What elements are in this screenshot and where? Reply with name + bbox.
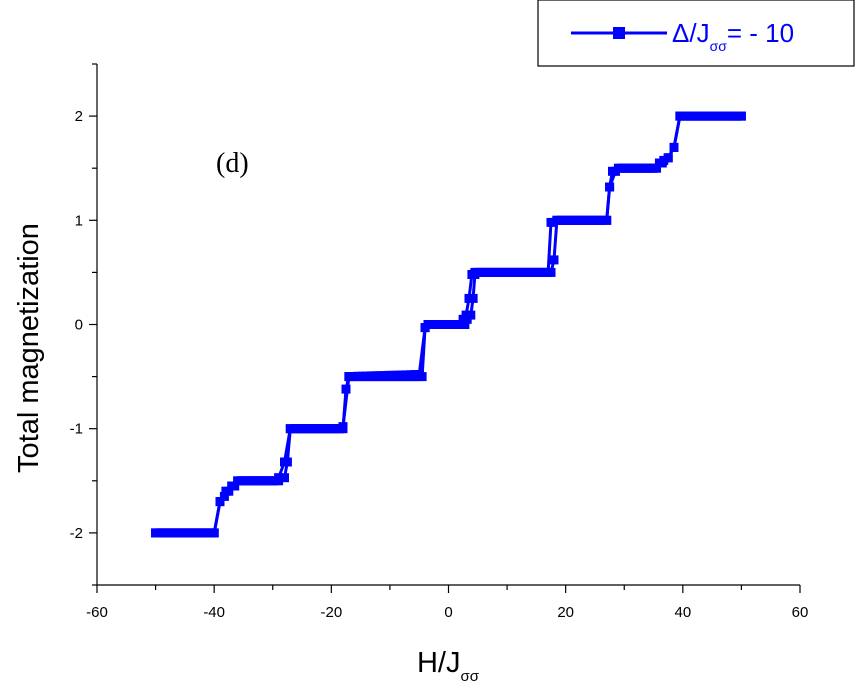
data-point (240, 476, 250, 486)
data-point (608, 166, 617, 176)
data-point (613, 163, 623, 173)
data-point (259, 476, 268, 486)
data-point (566, 215, 575, 225)
data-point (326, 424, 336, 434)
data-point (290, 424, 300, 434)
legend-label-suffix: = - 10 (727, 18, 794, 48)
data-point (460, 320, 470, 329)
data-point (669, 142, 679, 152)
data-point (308, 424, 318, 434)
y-axis-title: Total magnetization (13, 223, 45, 473)
data-point (215, 497, 225, 507)
y-tick-label: 0 (75, 317, 83, 334)
y-tick-label: 1 (75, 212, 83, 229)
data-point (245, 476, 255, 486)
data-point (285, 424, 295, 434)
x-tick-label: 60 (792, 604, 809, 621)
data-point (151, 528, 161, 538)
y-tick-label: -1 (70, 421, 83, 438)
data-point (467, 270, 477, 279)
data-point (654, 158, 664, 168)
x-axis-title: H/Jσσ (417, 647, 480, 685)
data-point (230, 481, 240, 491)
data-point (341, 384, 351, 394)
data-point (219, 491, 229, 501)
data-point (546, 217, 556, 227)
data-point (200, 528, 210, 538)
data-point (236, 476, 245, 486)
data-point (552, 215, 562, 225)
x-axis-title-main: H/J (417, 647, 461, 679)
axis-tick-labels: -60 -40 -20 0 20 40 60 -2 -1 0 1 2 (70, 108, 809, 621)
legend-label-prefix: Δ/J (672, 18, 710, 48)
x-tick-label: -60 (86, 604, 108, 621)
legend: Δ/Jσσ= - 10 (537, 0, 855, 67)
data-point (420, 323, 430, 333)
data-point (602, 215, 612, 225)
legend-marker (613, 27, 625, 39)
x-tick-label: 40 (674, 604, 691, 621)
panel-label: (d) (216, 148, 249, 179)
data-point (254, 476, 264, 486)
legend-label-sub: σσ (710, 38, 728, 54)
data-point (274, 473, 284, 483)
data-point (268, 476, 278, 486)
data-point (466, 310, 476, 320)
data-point (280, 473, 289, 483)
data-point (675, 111, 685, 121)
data-point (280, 457, 289, 467)
data-point (426, 320, 436, 329)
data-point (464, 293, 474, 303)
data-point (249, 476, 259, 486)
data-point (224, 486, 234, 496)
x-axis-title-sub: σσ (460, 668, 479, 685)
axis-ticks (89, 63, 801, 593)
series-layer (151, 111, 746, 538)
data-point (584, 215, 594, 225)
legend-label: Δ/Jσσ= - 10 (672, 18, 794, 54)
data-point (458, 314, 468, 324)
data-point (263, 476, 273, 486)
data-point (344, 372, 354, 382)
x-tick-label: -20 (320, 604, 342, 621)
x-tick-label: 20 (557, 604, 574, 621)
data-point (549, 255, 559, 265)
y-tick-label: -2 (70, 525, 83, 542)
data-point (605, 182, 615, 192)
x-tick-label: 0 (444, 604, 452, 621)
y-tick-label: 2 (75, 108, 83, 125)
x-tick-label: -40 (203, 604, 225, 621)
